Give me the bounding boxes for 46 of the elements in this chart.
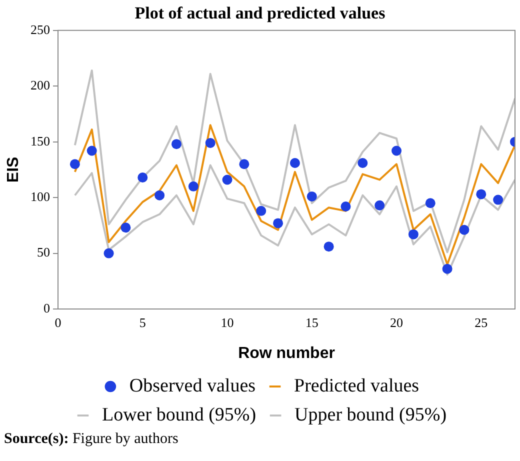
point <box>205 138 216 148</box>
point <box>239 159 250 170</box>
point <box>188 181 198 192</box>
point <box>104 248 114 258</box>
legend-label: Observed values <box>129 375 256 396</box>
point <box>476 189 486 200</box>
y-axis-title: EIS <box>5 156 22 183</box>
point <box>358 158 368 168</box>
x-tick-label: 0 <box>54 314 62 330</box>
point <box>154 190 165 200</box>
point <box>493 194 504 205</box>
legend-label: Upper bound (95%) <box>294 404 447 426</box>
point <box>273 218 284 228</box>
x-tick-label: 15 <box>305 314 318 330</box>
point <box>340 201 351 212</box>
y-tick-label: 250 <box>30 22 50 37</box>
point <box>408 229 418 240</box>
point <box>374 200 385 210</box>
point <box>70 159 80 170</box>
point <box>392 146 402 156</box>
source-note: Source(s): Figure by authors <box>4 431 180 448</box>
x-tick-label: 5 <box>139 314 146 330</box>
point <box>290 158 300 168</box>
point <box>222 174 232 185</box>
point <box>425 198 436 208</box>
x-tick-label: 10 <box>220 314 234 330</box>
x-tick-label: 20 <box>390 314 404 330</box>
point <box>306 191 317 202</box>
point <box>256 206 266 216</box>
y-tick-label: 150 <box>30 133 50 148</box>
point <box>442 264 452 274</box>
y-tick-label: 50 <box>37 244 50 260</box>
legend-label: Lower bound (95%) <box>102 404 256 426</box>
y-tick-label: 0 <box>44 300 50 316</box>
point <box>459 224 470 235</box>
y-tick-label: 200 <box>30 78 50 93</box>
point <box>138 172 148 182</box>
point <box>120 222 131 233</box>
chart-title: Plot of actual and predicted values <box>134 4 386 23</box>
point <box>171 139 182 150</box>
x-axis-title: Row number <box>238 344 335 362</box>
point <box>324 242 334 252</box>
legend-label: Predicted values <box>294 375 420 396</box>
x-tick-label: 25 <box>474 314 488 330</box>
y-tick-label: 100 <box>30 188 50 204</box>
point <box>86 146 97 156</box>
